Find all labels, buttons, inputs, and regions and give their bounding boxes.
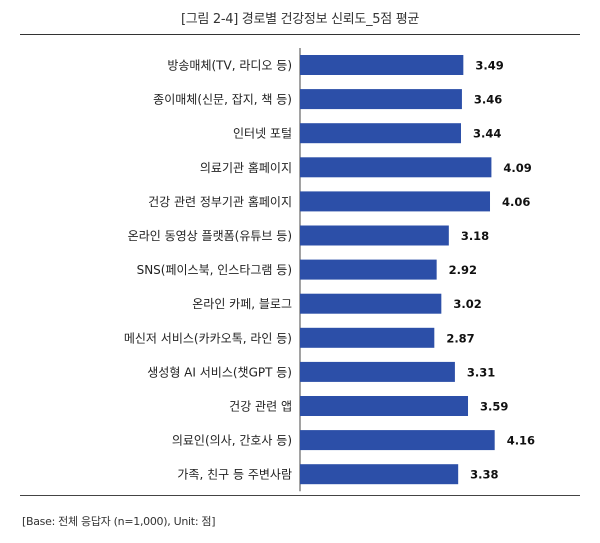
bottom-rule — [20, 495, 580, 496]
top-rule — [20, 34, 580, 35]
bar — [300, 293, 442, 314]
category-label: 온라인 동영상 플랫폼(유튜브 등) — [128, 229, 292, 243]
value-label: 4.16 — [507, 434, 535, 448]
value-label: 3.31 — [467, 365, 495, 379]
value-label: 2.87 — [446, 331, 474, 345]
chart-title: [그림 2-4] 경로별 건강정보 신뢰도_5점 평균 — [180, 12, 420, 27]
value-label: 3.18 — [461, 229, 489, 243]
category-label: 건강 관련 정부기관 홈페이지 — [148, 195, 292, 209]
bar — [300, 55, 464, 75]
chart-source-note: [Base: 전체 응답자 (n=1,000), Unit: 점] — [22, 515, 216, 528]
bar — [300, 123, 461, 144]
bar — [300, 157, 492, 178]
category-label: 의료인(의사, 간호사 등) — [172, 434, 292, 448]
bar — [300, 361, 455, 382]
value-label: 3.59 — [480, 400, 508, 414]
bar-chart: 방송매체(TV, 라디오 등) 3.49 종이매체(신문, 잡지, 책 등) 3.46… — [124, 47, 535, 492]
bar — [300, 396, 469, 416]
value-label: 3.38 — [470, 468, 498, 482]
category-label: 생성형 AI 서비스(챗GPT 등) — [147, 364, 292, 379]
bar — [300, 259, 437, 280]
category-label: 의료기관 홈페이지 — [200, 161, 292, 175]
value-label: 4.06 — [502, 195, 530, 209]
category-label: 가족, 친구 등 주변사람 — [177, 468, 292, 482]
category-label: 온라인 카페, 블로그 — [192, 297, 292, 311]
bar — [300, 430, 495, 451]
category-label: 건강 관련 앱 — [229, 400, 292, 414]
category-label: SNS(페이스북, 인스타그램 등) — [137, 263, 292, 277]
category-label: 인터넷 포털 — [233, 127, 292, 141]
value-label: 3.02 — [453, 297, 481, 311]
value-label: 3.46 — [474, 93, 502, 107]
value-label: 2.92 — [449, 263, 477, 277]
bar — [300, 89, 462, 110]
value-label: 3.44 — [473, 127, 501, 141]
category-label: 방송매체(TV, 라디오 등) — [167, 59, 292, 73]
category-label: 종이매체(신문, 잡지, 책 등) — [153, 92, 292, 107]
bar — [300, 191, 491, 212]
bar — [300, 464, 459, 485]
value-label: 3.49 — [475, 59, 503, 73]
category-label: 메신저 서비스(카카오톡, 라인 등) — [124, 331, 292, 345]
bar — [300, 327, 435, 348]
bar — [300, 225, 449, 246]
value-label: 4.09 — [503, 161, 531, 175]
